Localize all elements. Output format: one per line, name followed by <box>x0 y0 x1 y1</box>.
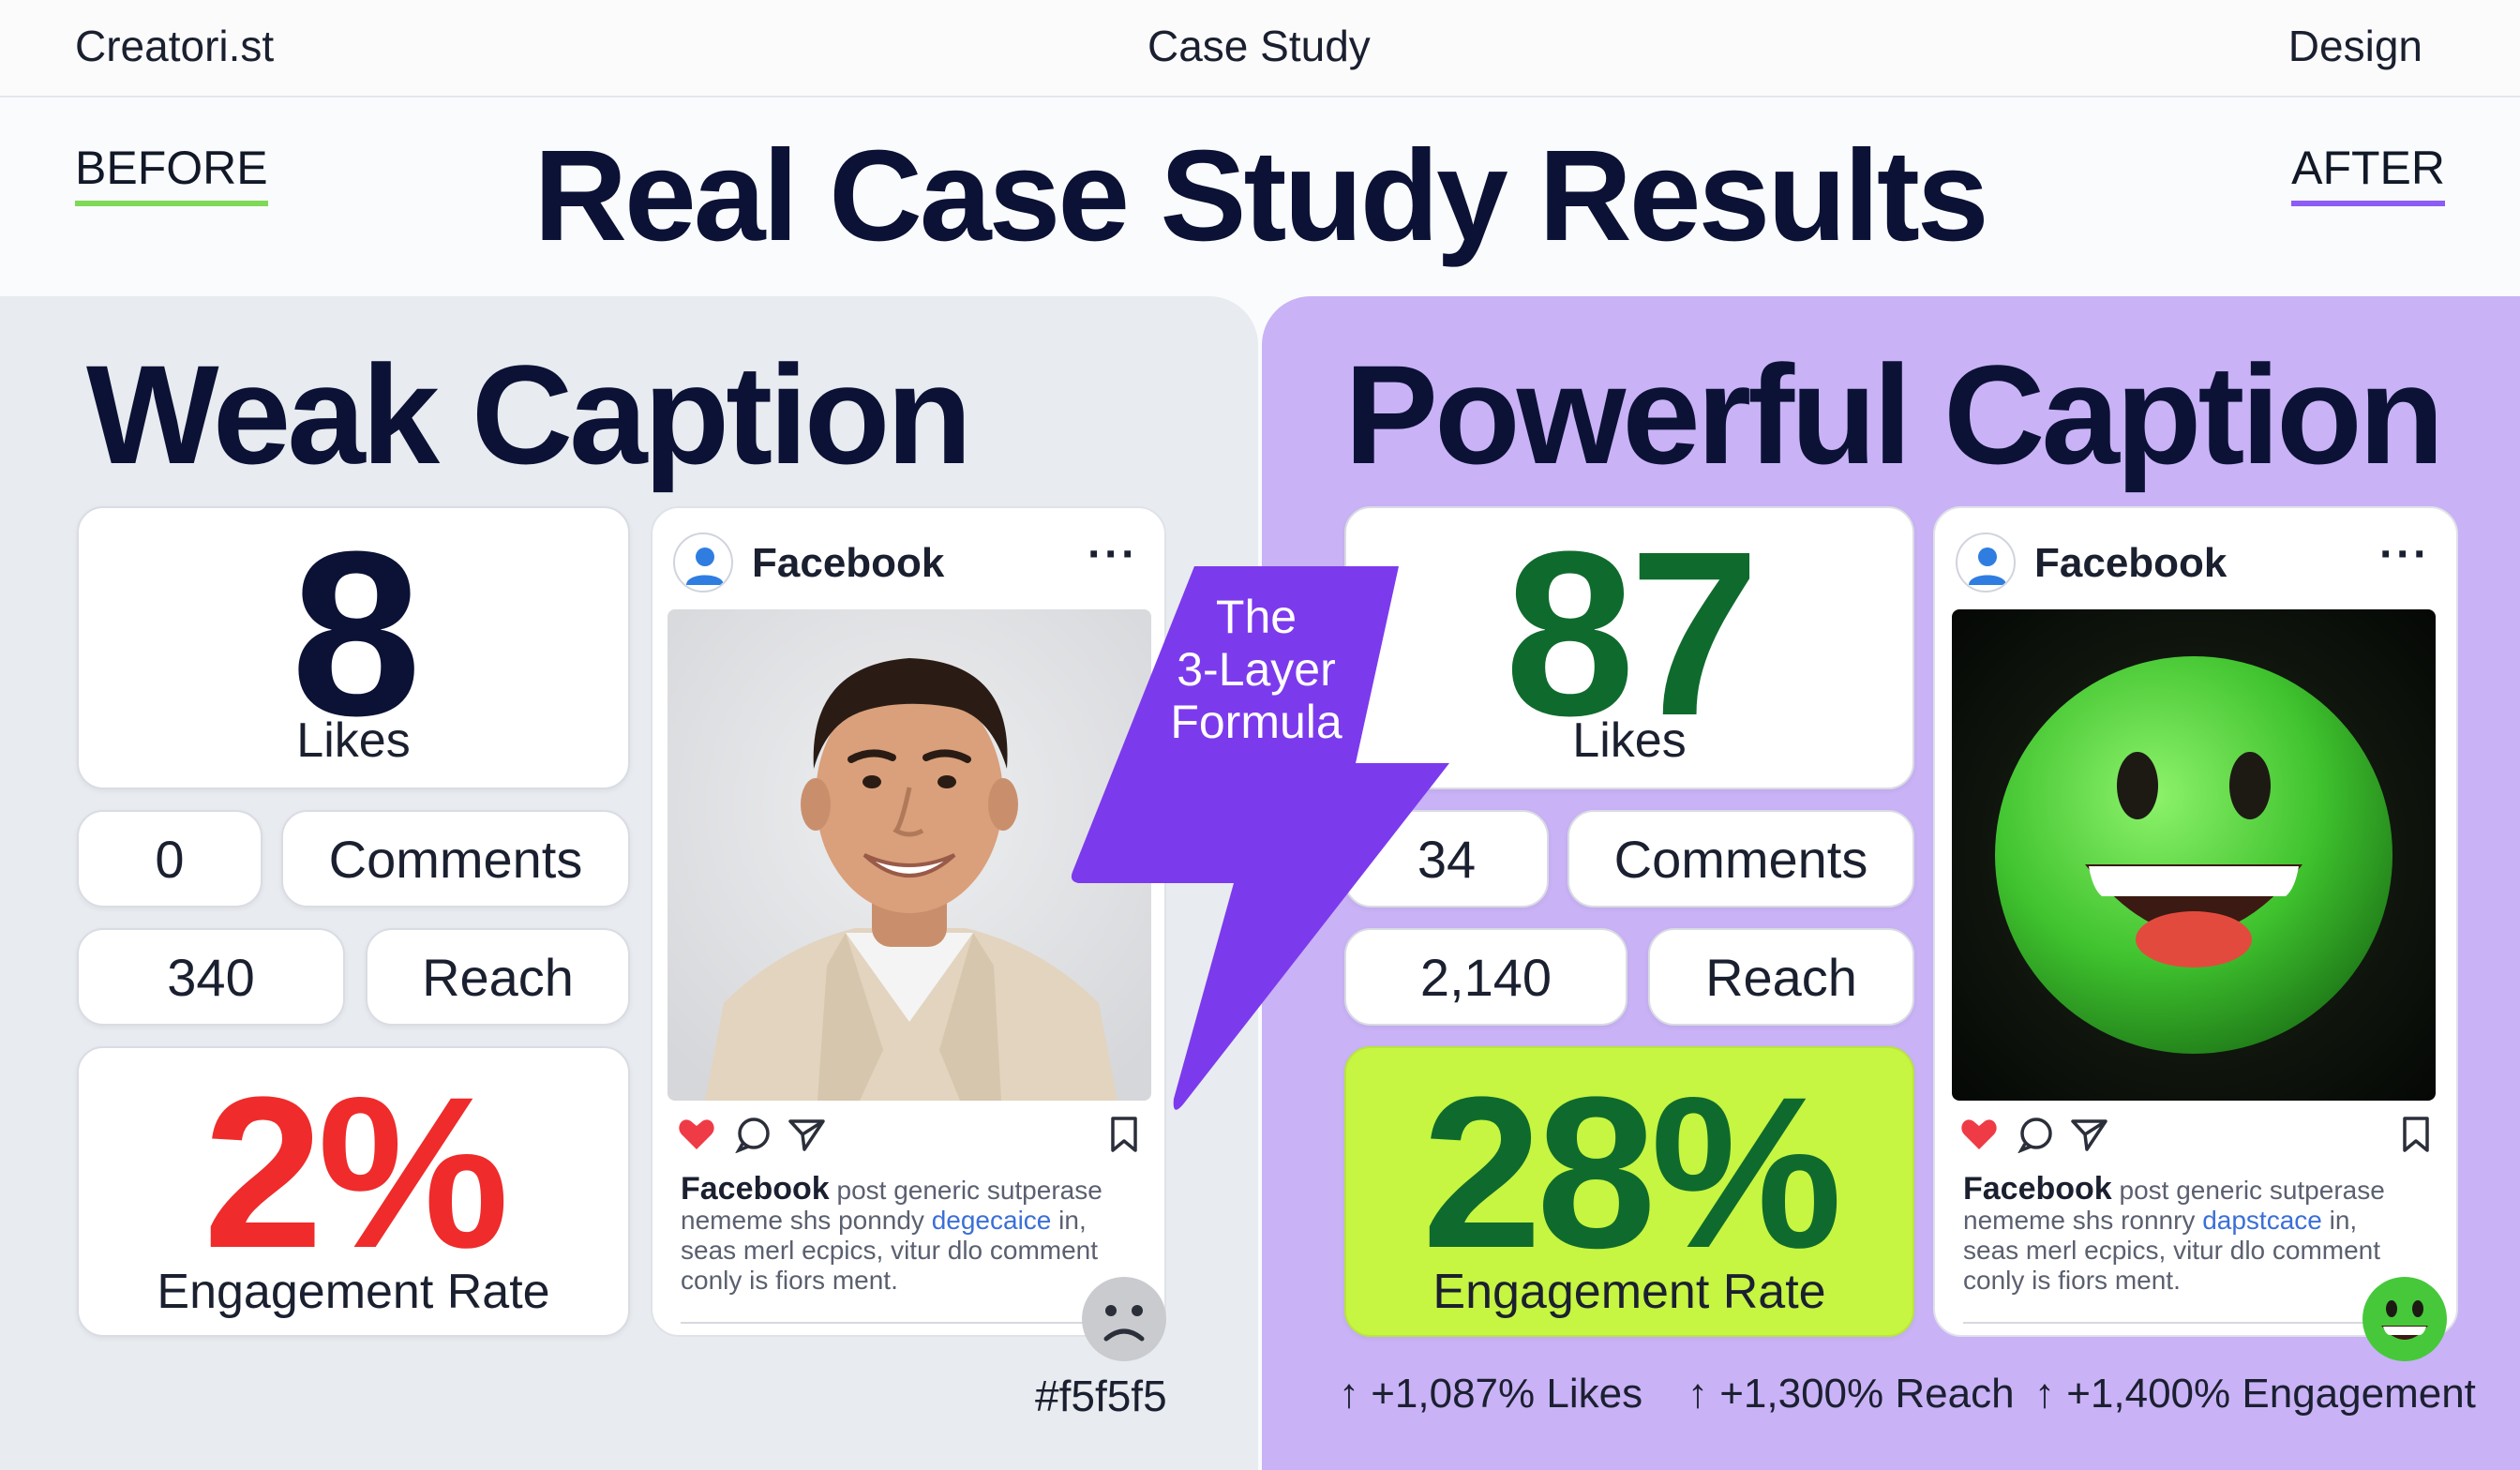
post-header-after: Facebook ··· <box>1956 527 2436 592</box>
caption-brand-after: Facebook <box>1963 1171 2112 1207</box>
reach-value-after: 2,140 <box>1419 947 1552 1007</box>
post-network-name-after: Facebook <box>2034 540 2228 586</box>
caption-line-2c-after: in, <box>2321 1206 2358 1235</box>
stat-reach: ↑ +1,300% Reach <box>1688 1371 2015 1417</box>
caption-line-4: conly is fiors ment. <box>681 1266 898 1295</box>
after-label: AFTER <box>2291 141 2445 206</box>
comments-label: Comments <box>328 829 583 889</box>
likes-label-after: Likes <box>1572 713 1687 768</box>
hex-color-label: #f5f5f5 <box>1035 1372 1167 1420</box>
heart-icon[interactable] <box>1959 1116 1999 1153</box>
caption-line-1-after: post generic sutperase <box>2119 1176 2385 1205</box>
stat-likes: ↑ +1,087% Likes <box>1339 1371 1643 1417</box>
stat-engagement: ↑ +1,400% Engagement <box>2034 1371 2476 1417</box>
portrait-photo <box>668 609 1151 1101</box>
weak-caption-title: Weak Caption <box>86 336 972 493</box>
nav-design[interactable]: Design <box>2288 22 2422 70</box>
reach-label-after: Reach <box>1705 947 1857 1007</box>
caption-brand: Facebook <box>681 1171 830 1207</box>
likes-value: 8 <box>291 502 421 764</box>
happy-face-icon <box>2362 1277 2447 1361</box>
top-nav: Creatori.st Case Study Design <box>0 0 2520 98</box>
formula-line-1: The <box>1215 591 1298 643</box>
reach-label-pill-after: Reach <box>1648 928 1914 1026</box>
nav-case-study[interactable]: Case Study <box>1148 22 1371 70</box>
formula-line-3: Formula <box>1170 696 1342 748</box>
post-caption: Facebook post generic sutperase nememe s… <box>681 1171 1136 1296</box>
comments-value-after: 34 <box>1417 829 1477 889</box>
formula-label: The 3-Layer Formula <box>1134 591 1378 748</box>
engagement-card-after: 28% Engagement Rate <box>1344 1046 1914 1337</box>
post-actions-after <box>1959 1116 2432 1162</box>
caption-line-1: post generic sutperase <box>836 1176 1102 1205</box>
engagement-label: Engagement Rate <box>157 1265 550 1319</box>
weak-caption-panel: Weak Caption 8 Likes 0 Comments 340 Reac… <box>0 296 1258 1470</box>
reach-label-pill: Reach <box>366 928 630 1026</box>
bookmark-icon[interactable] <box>2400 1116 2432 1153</box>
reach-count-pill: 340 <box>77 928 345 1026</box>
engagement-value: 2% <box>202 1052 509 1293</box>
caption-line-2b: degecaice <box>931 1206 1052 1235</box>
likes-card: 8 Likes <box>77 502 630 789</box>
facebook-post-before: Facebook ··· <box>651 506 1166 1337</box>
share-icon[interactable] <box>788 1116 827 1153</box>
comments-label-after: Comments <box>1613 829 1868 889</box>
comments-count-pill: 0 <box>77 810 262 908</box>
sad-face-icon <box>1082 1277 1166 1361</box>
engagement-card: 2% Engagement Rate <box>77 1046 630 1337</box>
comment-icon[interactable] <box>2018 1116 2055 1153</box>
before-label: BEFORE <box>75 141 268 206</box>
reach-value: 340 <box>167 947 255 1007</box>
powerful-caption-title: Powerful Caption <box>1344 336 2444 493</box>
comments-label-pill-after: Comments <box>1568 810 1914 908</box>
more-options-icon[interactable]: ··· <box>1088 530 1138 579</box>
reach-count-pill-after: 2,140 <box>1344 928 1628 1026</box>
divider <box>1963 1322 2428 1324</box>
engagement-value-after: 28% <box>1421 1052 1842 1293</box>
page-title: Real Case Study Results <box>533 124 1988 268</box>
user-icon <box>673 532 733 592</box>
post-network-name: Facebook <box>752 540 945 586</box>
comments-label-pill: Comments <box>281 810 630 908</box>
engagement-label-after: Engagement Rate <box>1432 1265 1826 1319</box>
caption-line-3-after: seas merl ecpics, vitur dlo comment <box>1963 1236 2381 1265</box>
post-actions <box>677 1116 1140 1162</box>
share-icon[interactable] <box>2070 1116 2109 1153</box>
caption-line-3: seas merl ecpics, vitur dlo comment <box>681 1236 1099 1265</box>
caption-line-2c: in, <box>1051 1206 1087 1235</box>
caption-line-2a: nememe shs ponndy <box>681 1206 932 1235</box>
caption-line-2a-after: nememe shs ronnry <box>1963 1206 2203 1235</box>
divider <box>681 1322 1136 1324</box>
powerful-caption-panel: Powerful Caption 87 Likes 34 Comments 2,… <box>1262 296 2520 1470</box>
user-icon <box>1956 532 2016 592</box>
post-header: Facebook ··· <box>673 527 1144 592</box>
formula-line-2: 3-Layer <box>1177 643 1336 696</box>
heart-icon[interactable] <box>677 1116 716 1153</box>
caption-line-2b-after: dapstcace <box>2202 1206 2322 1235</box>
likes-card-after: 87 Likes <box>1344 502 1914 789</box>
smiley-photo <box>1952 609 2436 1101</box>
lightning-bolt-icon <box>1071 566 1449 1110</box>
more-options-icon[interactable]: ··· <box>2379 530 2430 579</box>
caption-line-4-after: conly is fiors ment. <box>1963 1266 2181 1295</box>
facebook-post-after: Facebook ··· <box>1933 506 2458 1337</box>
reach-label: Reach <box>422 947 574 1007</box>
post-caption-after: Facebook post generic sutperase nememe s… <box>1963 1171 2428 1296</box>
brand-link[interactable]: Creatori.st <box>75 22 275 70</box>
comment-icon[interactable] <box>735 1116 772 1153</box>
bookmark-icon[interactable] <box>1108 1116 1140 1153</box>
likes-label: Likes <box>296 713 411 768</box>
comments-value: 0 <box>155 829 185 889</box>
likes-value-after: 87 <box>1504 502 1760 764</box>
